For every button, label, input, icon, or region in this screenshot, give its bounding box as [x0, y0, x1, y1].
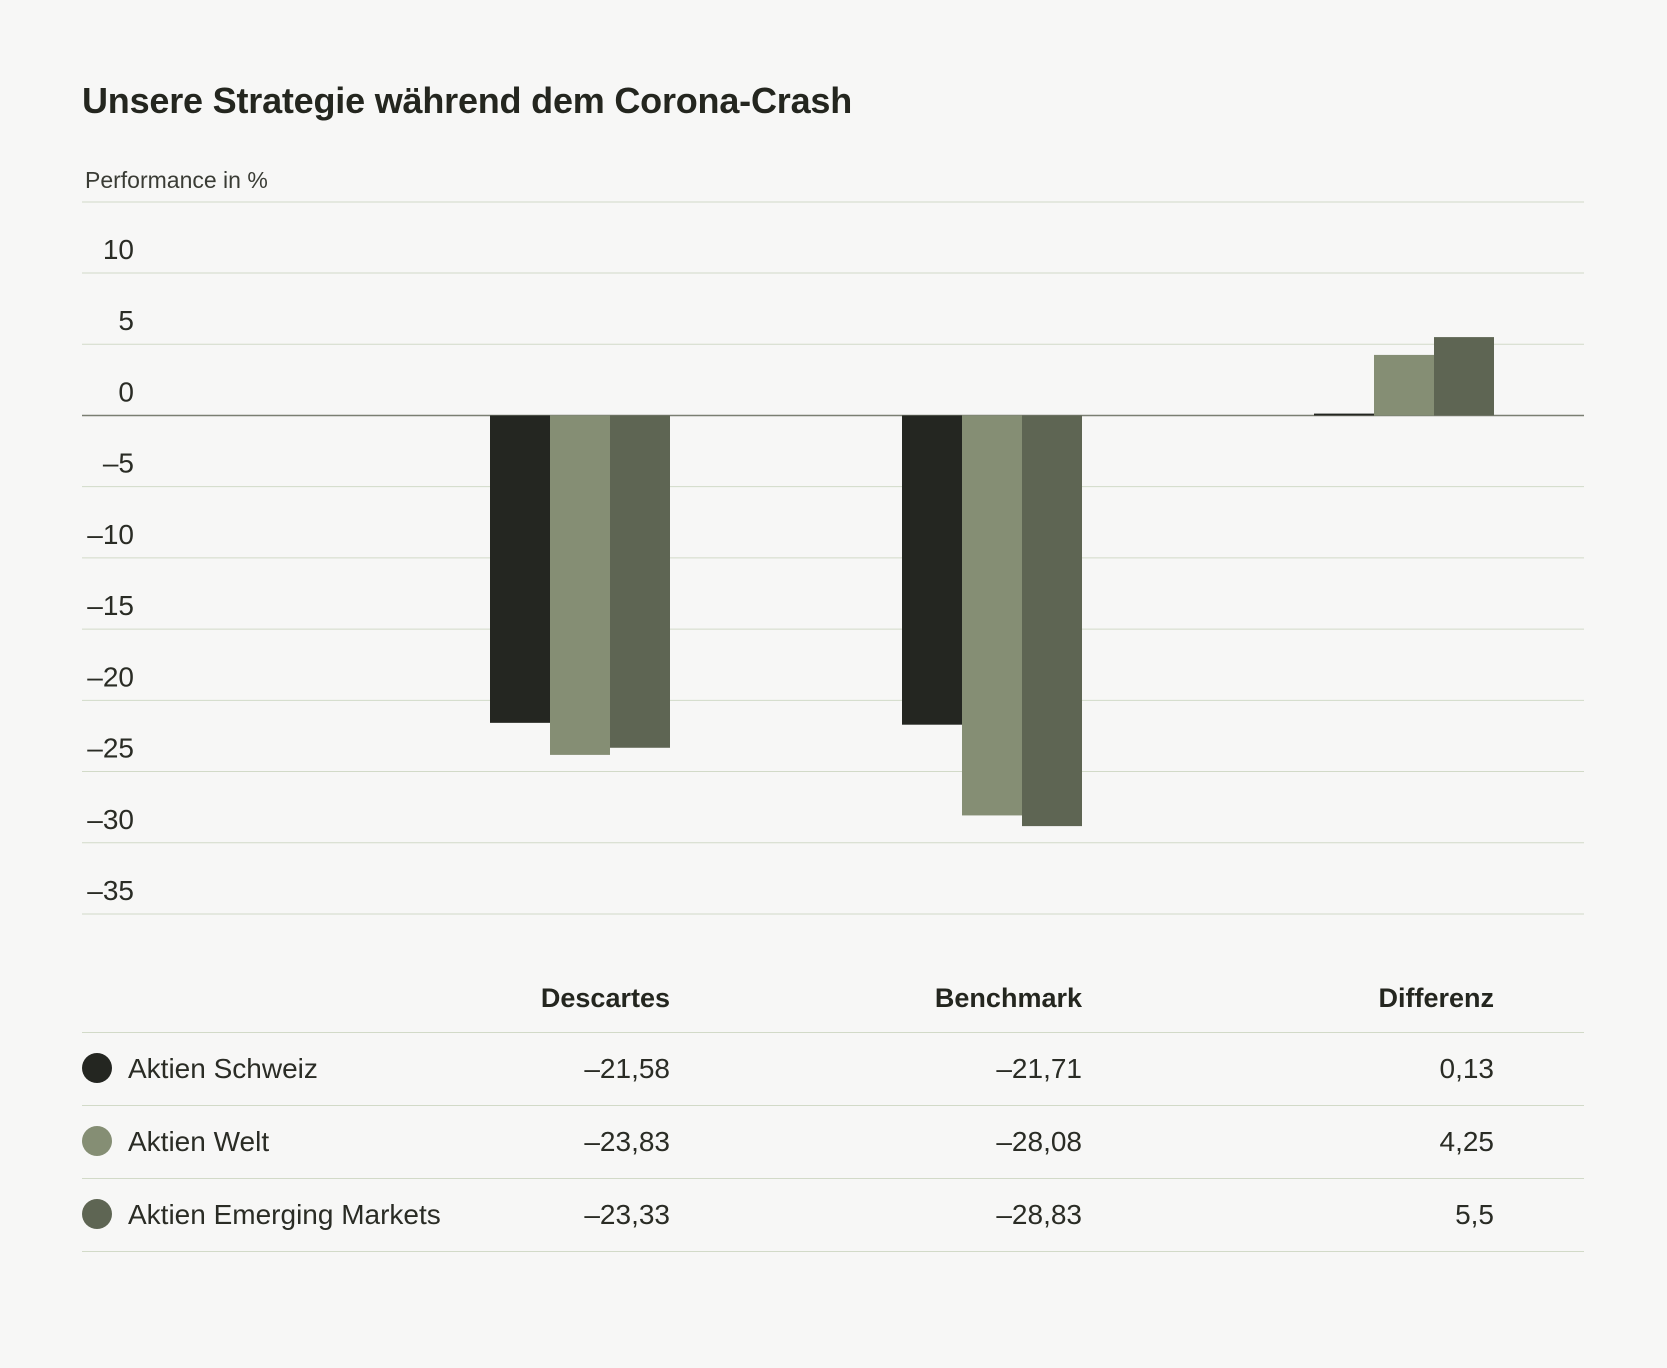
table-cell-differenz: 0,13	[1439, 1053, 1495, 1084]
legend-dot	[82, 1126, 112, 1156]
bar-differenz-aktien-welt	[1374, 354, 1434, 416]
y-tick-label: –5	[103, 448, 134, 479]
table-cell-descartes: –23,33	[584, 1199, 670, 1230]
table-cell-differenz: 5,5	[1455, 1199, 1494, 1230]
y-tick-label: –15	[87, 590, 134, 621]
table-cell-benchmark: –28,08	[996, 1126, 1082, 1157]
y-tick-label: 0	[118, 376, 134, 407]
y-tick-label: –25	[87, 733, 134, 764]
bar-descartes-aktien-emerging-markets	[610, 415, 670, 748]
chart-title: Unsere Strategie während dem Corona-Cras…	[82, 80, 853, 121]
y-tick-label: –10	[87, 519, 134, 550]
y-axis-label: Performance in %	[85, 167, 268, 193]
table-header-row: Descartes Benchmark Differenz	[82, 965, 1584, 1033]
bar-descartes-aktien-welt	[550, 415, 610, 755]
table-cell-descartes: –23,83	[584, 1126, 670, 1157]
table-row: Aktien Schweiz –21,58 –21,71 0,13	[82, 1033, 1584, 1106]
table-cell-benchmark: –28,83	[996, 1199, 1082, 1230]
table-header-differenz: Differenz	[1378, 983, 1494, 1013]
bar-benchmark-aktien-schweiz	[902, 415, 962, 725]
y-tick-label: –20	[87, 661, 134, 692]
table-cell-benchmark: –21,71	[996, 1053, 1082, 1084]
bar-benchmark-aktien-welt	[962, 415, 1022, 816]
legend-label: Aktien Emerging Markets	[128, 1199, 441, 1230]
table-header-benchmark: Benchmark	[934, 983, 1082, 1013]
legend-label: Aktien Welt	[128, 1126, 270, 1157]
bar-benchmark-aktien-emerging-markets	[1022, 415, 1082, 827]
bar-differenz-aktien-schweiz	[1314, 413, 1374, 416]
bar-differenz-aktien-emerging-markets	[1434, 337, 1494, 416]
legend-dot	[82, 1199, 112, 1229]
y-tick-label: 10	[103, 234, 134, 265]
y-tick-label: –35	[87, 875, 134, 906]
table-header-descartes: Descartes	[540, 983, 670, 1013]
bar-chart: 10 5 0 –5 –10 –15 –20 –25 –30 –35	[82, 201, 1584, 915]
y-tick-label: 5	[118, 305, 134, 336]
bar-descartes-aktien-schweiz	[490, 415, 550, 723]
data-table: Descartes Benchmark Differenz Aktien Schwe…	[82, 965, 1584, 1252]
table-cell-descartes: –21,58	[584, 1053, 670, 1084]
legend-label: Aktien Schweiz	[128, 1053, 318, 1084]
table-cell-differenz: 4,25	[1439, 1126, 1495, 1157]
y-tick-label: –30	[87, 804, 134, 835]
table-row: Aktien Welt –23,83 –28,08 4,25	[82, 1106, 1584, 1179]
legend-dot	[82, 1053, 112, 1083]
table-row: Aktien Emerging Markets –23,33 –28,83 5,5	[82, 1179, 1584, 1252]
